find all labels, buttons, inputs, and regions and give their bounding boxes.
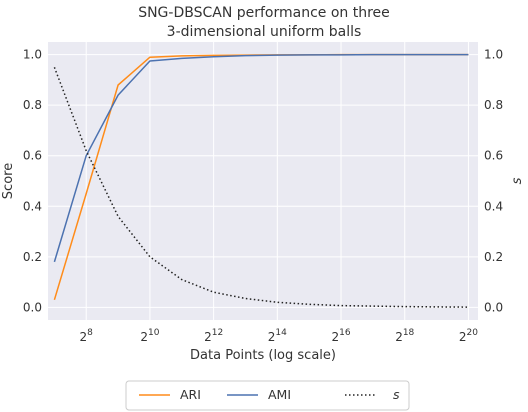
plot-area	[48, 42, 478, 320]
y-tick-label-right: 0.8	[484, 98, 503, 112]
y-tick-label-left: 0.6	[23, 149, 42, 163]
y-axis-label-left: Score	[1, 163, 16, 199]
y-tick-label-left: 0.8	[23, 98, 42, 112]
x-tick-exponent: 12	[212, 328, 223, 338]
legend-label-ami: AMI	[268, 387, 291, 402]
legend-box	[125, 380, 410, 411]
x-tick-exponent: 16	[339, 328, 351, 338]
y-tick-label-left: 0.0	[23, 300, 42, 314]
x-tick-exponent: 8	[87, 328, 93, 338]
x-tick-exponent: 10	[148, 328, 160, 338]
x-tick-label: 28	[80, 328, 94, 344]
x-tick-base: 2	[395, 330, 403, 344]
x-tick-exponent: 20	[467, 328, 479, 338]
legend-label-s: s	[393, 387, 400, 402]
x-tick-base: 2	[204, 330, 212, 344]
x-tick-exponent: 18	[403, 328, 415, 338]
y-tick-label-right: 0.0	[484, 300, 503, 314]
series-lines	[53, 53, 469, 308]
y-tick-label-right: 0.2	[484, 250, 503, 264]
x-tick-label: 218	[395, 328, 414, 344]
y-tick-label-right: 1.0	[484, 48, 503, 62]
x-tick-label: 214	[268, 328, 287, 344]
chart-title-line-2: 3-dimensional uniform balls	[167, 24, 362, 40]
y-axis-label-right: s	[510, 177, 525, 184]
legend: ARI AMI s	[125, 380, 410, 411]
x-tick-base: 2	[459, 330, 467, 344]
x-axis-label: Data Points (log scale)	[190, 348, 336, 363]
y-tick-label-right: 0.4	[484, 199, 503, 213]
y-tick-label-left: 1.0	[23, 48, 42, 62]
x-tick-label: 210	[140, 328, 159, 344]
x-tick-base: 2	[140, 330, 148, 344]
chart-title-line-1: SNG-DBSCAN performance on three	[138, 5, 390, 21]
x-tick-label: 212	[204, 328, 223, 344]
x-tick-label: 216	[331, 328, 350, 344]
y-tick-label-left: 0.2	[23, 250, 42, 264]
y-tick-label-left: 0.4	[23, 199, 42, 213]
legend-label-ari: ARI	[180, 387, 201, 402]
y-tick-labels-left: 0.0 0.2 0.4 0.6 0.8 1.0	[23, 48, 42, 315]
x-tick-labels: 28 210 212 214 216 218 220	[80, 328, 479, 344]
x-tick-base: 2	[331, 330, 339, 344]
x-tick-base: 2	[80, 330, 88, 344]
series-line-ami	[53, 53, 469, 263]
y-tick-labels-right: 0.0 0.2 0.4 0.6 0.8 1.0	[484, 48, 503, 315]
x-tick-base: 2	[268, 330, 276, 344]
y-tick-label-right: 0.6	[484, 149, 503, 163]
x-tick-label: 220	[459, 328, 478, 344]
x-tick-exponent: 14	[275, 328, 287, 338]
